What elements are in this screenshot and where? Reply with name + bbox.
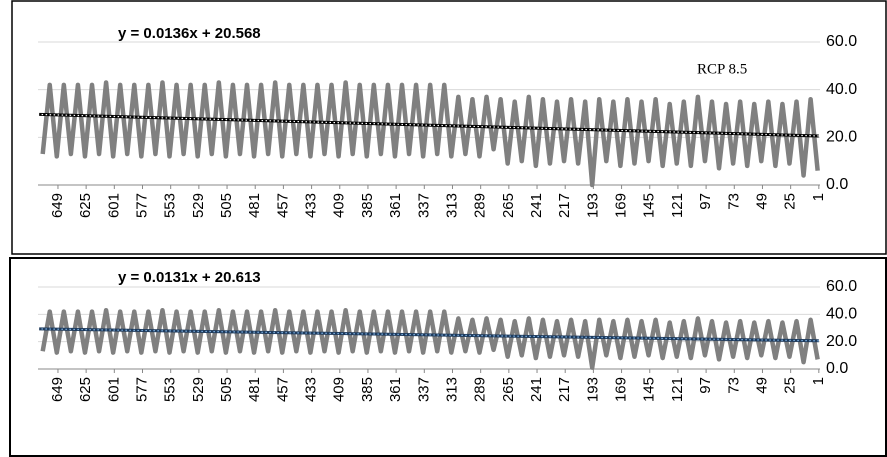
- y-tick-label: 20.0: [826, 129, 857, 146]
- y-tick-label: 60.0: [826, 33, 857, 50]
- x-tick-label: 337: [415, 193, 432, 218]
- x-tick-label: 145: [641, 377, 658, 402]
- x-tick-label: 121: [669, 193, 686, 218]
- x-tick-label: 289: [472, 193, 489, 218]
- x-tick-label: 577: [133, 377, 150, 402]
- y-tick-label: 20.0: [826, 333, 857, 350]
- x-tick-label: 241: [528, 377, 545, 402]
- x-tick-label: 49: [753, 193, 770, 210]
- x-tick-label: 505: [218, 193, 235, 218]
- top-panel-border: [11, 0, 887, 255]
- x-tick-label: 433: [303, 377, 320, 402]
- x-tick-label: 385: [359, 193, 376, 218]
- y-tick-label: 40.0: [826, 306, 857, 323]
- x-tick-label: 313: [443, 193, 460, 218]
- y-tick-label: 0.0: [826, 360, 848, 377]
- x-tick-label: 601: [105, 193, 122, 218]
- x-tick-label: 505: [218, 377, 235, 402]
- x-tick-label: 313: [443, 377, 460, 402]
- bottom-panel-border: [9, 257, 887, 457]
- x-tick-label: 553: [162, 377, 179, 402]
- x-tick-label: 337: [415, 377, 432, 402]
- x-tick-label: 145: [641, 193, 658, 218]
- x-tick-label: 457: [274, 377, 291, 402]
- x-tick-label: 169: [613, 377, 630, 402]
- trendline-equation: y = 0.0131x + 20.613: [118, 269, 261, 286]
- x-tick-label: 169: [613, 193, 630, 218]
- annotation: RCP 8.5: [697, 61, 747, 77]
- x-tick-label: 625: [77, 377, 94, 402]
- trendline: [39, 112, 819, 138]
- x-tick-label: 553: [162, 193, 179, 218]
- x-tick-label: 193: [584, 377, 601, 402]
- x-tick-label: 121: [669, 377, 686, 402]
- x-tick-label: 97: [697, 193, 714, 210]
- x-tick-label: 385: [359, 377, 376, 402]
- x-tick-label: 73: [725, 193, 742, 210]
- trendline-equation: y = 0.0136x + 20.568: [118, 25, 261, 42]
- x-tick-label: 481: [246, 377, 263, 402]
- x-tick-label: 481: [246, 193, 263, 218]
- x-tick-label: 409: [331, 377, 348, 402]
- x-tick-label: 217: [556, 193, 573, 218]
- x-tick-label: 625: [77, 193, 94, 218]
- x-tick-label: 97: [697, 377, 714, 394]
- x-tick-label: 73: [725, 377, 742, 394]
- y-tick-label: 0.0: [826, 176, 848, 193]
- x-tick-label: 361: [387, 193, 404, 218]
- x-tick-label: 265: [500, 193, 517, 218]
- x-tick-label: 433: [303, 193, 320, 218]
- x-tick-label: 649: [49, 377, 66, 402]
- x-tick-label: 289: [472, 377, 489, 402]
- x-tick-label: 409: [331, 193, 348, 218]
- x-tick-label: 529: [190, 193, 207, 218]
- x-tick-label: 25: [782, 377, 799, 394]
- trendline: [39, 327, 819, 343]
- series-line: [40, 80, 820, 188]
- x-tick-label: 577: [133, 193, 150, 218]
- y-tick-label: 60.0: [826, 278, 857, 295]
- x-tick-label: 265: [500, 377, 517, 402]
- x-tick-label: 193: [584, 193, 601, 218]
- x-tick-label: 457: [274, 193, 291, 218]
- x-tick-label: 529: [190, 377, 207, 402]
- series-line: [40, 307, 820, 370]
- x-tick-label: 25: [782, 193, 799, 210]
- x-tick-label: 601: [105, 377, 122, 402]
- x-tick-label: 217: [556, 377, 573, 402]
- x-tick-label: 649: [49, 193, 66, 218]
- x-tick-label: 241: [528, 193, 545, 218]
- x-tick-label: 361: [387, 377, 404, 402]
- x-tick-label: 1: [810, 377, 827, 385]
- x-tick-label: 1: [810, 193, 827, 201]
- y-tick-label: 40.0: [826, 81, 857, 98]
- x-tick-label: 49: [753, 377, 770, 394]
